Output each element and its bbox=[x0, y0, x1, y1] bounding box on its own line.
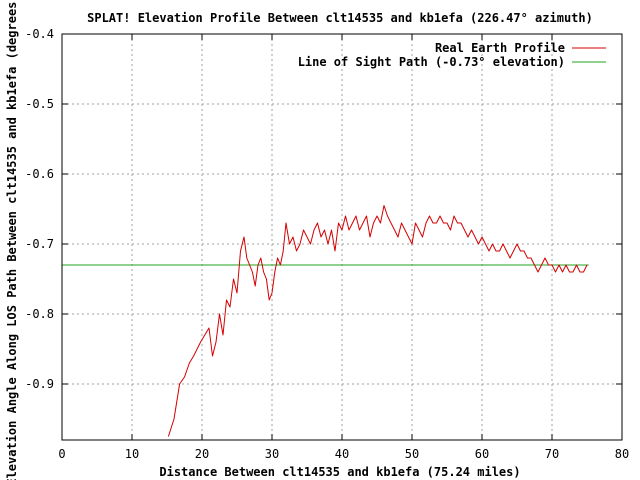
legend-label-line-of-sight: Line of Sight Path (-0.73° elevation) bbox=[298, 55, 565, 69]
plot-frame bbox=[61, 33, 623, 441]
x-tick-label: 80 bbox=[615, 447, 629, 461]
y-tick-label: -0.4 bbox=[25, 27, 54, 41]
x-tick-label: 20 bbox=[195, 447, 209, 461]
series-real-earth-profile bbox=[167, 205, 588, 437]
x-tick-label: 70 bbox=[545, 447, 559, 461]
x-tick-label: 60 bbox=[475, 447, 489, 461]
x-tick-label: 0 bbox=[58, 447, 65, 461]
x-axis-label: Distance Between clt14535 and kb1efa (75… bbox=[159, 465, 520, 479]
y-tick-label: -0.7 bbox=[25, 237, 54, 251]
y-tick-label: -0.6 bbox=[25, 167, 54, 181]
grid-layer bbox=[62, 33, 622, 440]
x-tick-label: 10 bbox=[125, 447, 139, 461]
x-tick-label: 30 bbox=[265, 447, 279, 461]
tick-layer: 0 10 20 30 40 50 60 70 80 -0.4 -0.5 -0.6 -0.7 -0.8 -0.… bbox=[25, 27, 629, 461]
chart-title: SPLAT! Elevation Profile Between clt1453… bbox=[87, 11, 593, 25]
x-tick-label: 50 bbox=[405, 447, 419, 461]
x-tick-label: 40 bbox=[335, 447, 349, 461]
y-tick-label: -0.8 bbox=[25, 307, 54, 321]
y-tick-label: -0.5 bbox=[25, 97, 54, 111]
y-axis-label: Elevation Angle Along LOS Path Between c… bbox=[5, 0, 19, 480]
legend-label-real-earth-profile: Real Earth Profile bbox=[435, 41, 565, 55]
series-layer bbox=[62, 205, 589, 437]
y-tick-label: -0.9 bbox=[25, 377, 54, 391]
legend: Real Earth Profile Line of Sight Path (-… bbox=[298, 41, 606, 69]
